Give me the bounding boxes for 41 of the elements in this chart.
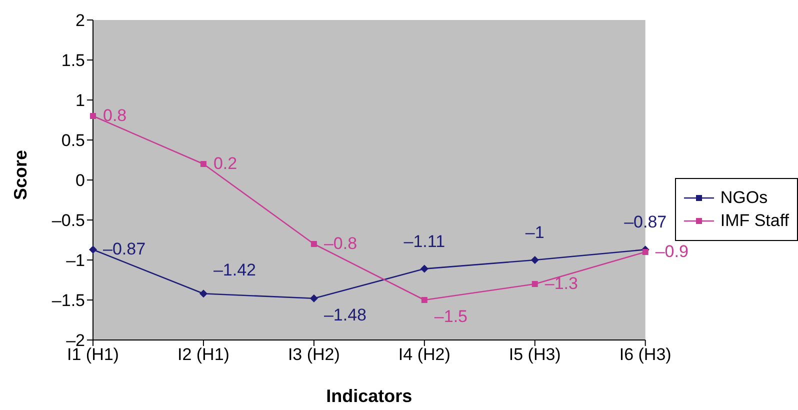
- x-axis-title: Indicators: [326, 386, 412, 406]
- x-tick-label: I4 (H2): [398, 345, 450, 364]
- data-label: –0.8: [324, 234, 358, 253]
- y-axis-title: Score: [10, 150, 30, 200]
- point: [310, 294, 318, 302]
- point: [420, 264, 428, 273]
- point: [532, 281, 538, 287]
- data-label: –1.11: [404, 232, 446, 251]
- x-tick-label: I3 (H2): [288, 345, 340, 364]
- y-tick-label: –1: [66, 251, 85, 270]
- legend-label: NGOs: [720, 188, 768, 208]
- y-tick-label: 1.5: [61, 51, 85, 70]
- data-label: –1.42: [213, 260, 256, 280]
- data-label: –1: [525, 223, 544, 242]
- point: [199, 290, 208, 298]
- point: [530, 256, 539, 264]
- point: [89, 246, 97, 254]
- point: [421, 297, 428, 303]
- data-label: –1.5: [434, 307, 468, 326]
- x-tick-label: I2 (H1): [177, 345, 230, 364]
- data-label: –0.87: [103, 240, 146, 259]
- data-label: –0.9: [655, 242, 688, 261]
- data-label: 0.8: [103, 106, 127, 125]
- y-tick-label: 0.5: [61, 131, 85, 150]
- point: [200, 161, 206, 167]
- x-tick-label: I5 (H3): [508, 345, 561, 364]
- x-tick-label: I1 (H1): [67, 345, 119, 364]
- x-tick-label: I6 (H3): [619, 345, 672, 364]
- data-label: 0.2: [213, 154, 238, 173]
- data-label: –1.48: [324, 305, 366, 324]
- y-tick-label: –0.5: [52, 211, 85, 230]
- legend-label: IMF Staff: [720, 210, 789, 230]
- point: [310, 241, 317, 247]
- y-tick-label: 1: [76, 91, 85, 110]
- data-label: –1.3: [544, 274, 578, 293]
- point: [90, 113, 96, 119]
- y-tick-label: 2: [76, 11, 85, 30]
- y-tick-label: –1.5: [52, 291, 85, 310]
- y-tick-label: 0: [76, 171, 85, 190]
- point: [642, 249, 648, 255]
- data-label: –0.87: [624, 212, 667, 232]
